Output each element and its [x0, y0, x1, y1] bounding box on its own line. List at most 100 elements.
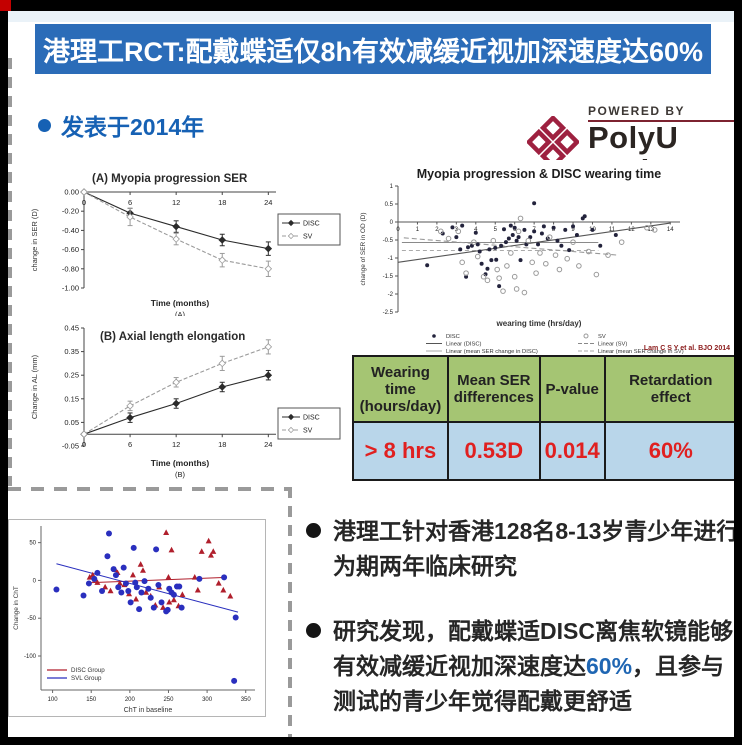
bullet-dot-icon	[306, 523, 321, 538]
bottom-box-dashed-top	[8, 487, 292, 491]
svg-text:-0.40: -0.40	[62, 226, 79, 235]
svg-text:-2.5: -2.5	[383, 310, 394, 316]
chart-wearing-time-scatter: Myopia progression & DISC wearing time ch…	[356, 160, 738, 354]
list-item: 港理工针对香港128名8-13岁青少年进行为期两年临床研究	[306, 514, 740, 584]
svg-text:-1: -1	[388, 256, 394, 262]
svg-text:SV: SV	[598, 334, 606, 340]
svg-text:0: 0	[82, 198, 86, 207]
svg-text:1: 1	[416, 227, 420, 233]
svg-text:100: 100	[48, 697, 59, 703]
svg-text:0.45: 0.45	[64, 324, 79, 333]
svg-text:-100: -100	[24, 654, 37, 660]
chart-cht-scatter: 50 0 -50 -100 100 150 200 250 300 350 Change in Ch…	[8, 519, 266, 717]
svg-text:Time (months): Time (months)	[151, 458, 210, 468]
svg-text:DISC: DISC	[446, 334, 460, 340]
svg-text:250: 250	[163, 697, 174, 703]
bullet-text: 港理工针对香港128名8-13岁青少年进行为期两年临床研究	[333, 518, 740, 579]
bullet-highlight: 60%	[586, 652, 633, 679]
svg-text:5: 5	[494, 227, 498, 233]
svg-text:Time (months): Time (months)	[151, 298, 210, 308]
header-p-value: P-value	[538, 355, 606, 423]
svg-text:wearing time (hrs/day): wearing time (hrs/day)	[496, 319, 582, 328]
svg-text:0.5: 0.5	[385, 202, 394, 208]
published-label: 发表于2014年	[61, 114, 205, 140]
svg-text:0: 0	[33, 578, 37, 584]
svg-text:Linear (SV): Linear (SV)	[598, 342, 627, 348]
svg-text:SVL Group: SVL Group	[71, 675, 102, 682]
svg-text:9: 9	[571, 227, 575, 233]
svg-text:24: 24	[264, 198, 272, 207]
findings-list: 港理工针对香港128名8-13岁青少年进行为期两年临床研究 研究发现，配戴蝶适D…	[306, 514, 740, 745]
svg-text:6: 6	[513, 227, 517, 233]
svg-text:(A) Myopia progression SER: (A) Myopia progression SER	[92, 173, 248, 185]
svg-text:6: 6	[128, 440, 132, 449]
svg-text:300: 300	[202, 697, 213, 703]
svg-text:2: 2	[435, 227, 439, 233]
svg-text:Linear (mean SER change in DIS: Linear (mean SER change in DISC)	[446, 349, 538, 354]
svg-text:350: 350	[241, 697, 252, 703]
svg-text:-1.00: -1.00	[62, 284, 79, 293]
bullet-text: 研究发现，配戴蝶适DISC离焦软镜能够有效减缓近视加深速度达	[333, 617, 733, 679]
svg-text:24: 24	[264, 440, 272, 449]
svg-text:SV: SV	[303, 428, 313, 435]
left-dashed-line	[8, 58, 12, 486]
svg-text:200: 200	[125, 697, 136, 703]
bullet-dot-icon	[306, 622, 321, 638]
svg-text:0: 0	[82, 440, 86, 449]
svg-text:6: 6	[128, 198, 132, 207]
svg-text:-2: -2	[388, 292, 394, 298]
svg-text:4: 4	[474, 227, 478, 233]
svg-text:-0.20: -0.20	[62, 207, 79, 216]
chart-axial-length-elongation: (B) Axial length elongation Change in AL …	[26, 316, 346, 480]
header-retardation: Retardation effect	[603, 355, 739, 423]
svg-text:1: 1	[390, 184, 394, 190]
cell-retardation: 60%	[603, 421, 739, 481]
svg-text:0.15: 0.15	[64, 394, 79, 403]
top-strip	[8, 11, 734, 22]
svg-text:(B) Axial length elongation: (B) Axial length elongation	[100, 331, 245, 343]
svg-text:Linear (DISC): Linear (DISC)	[446, 342, 482, 348]
published-line: 发表于2014年	[38, 108, 204, 142]
svg-text:DISC: DISC	[303, 415, 320, 422]
svg-text:SV: SV	[303, 234, 313, 241]
svg-text:Lam C S Y et al. BJO 2014: Lam C S Y et al. BJO 2014	[644, 345, 730, 352]
svg-text:14: 14	[667, 227, 674, 233]
header-mean-ser: Mean SER differences	[446, 355, 541, 423]
bullet-text: ，且参与测试的青少年觉得配戴更舒适	[333, 652, 725, 714]
svg-text:0.35: 0.35	[64, 347, 79, 356]
page-title: 港理工RCT:配戴蝶适仅8h有效减缓近视加深速度达60%	[42, 36, 704, 67]
svg-text:Myopia progression & DISC wear: Myopia progression & DISC wearing time	[417, 167, 662, 181]
svg-text:-0.80: -0.80	[62, 264, 79, 273]
svg-text:50: 50	[29, 541, 36, 547]
svg-text:12: 12	[628, 227, 635, 233]
svg-text:change of SER in OD (D): change of SER in OD (D)	[360, 213, 367, 286]
red-corner-mark	[0, 0, 11, 11]
svg-text:0: 0	[390, 220, 394, 226]
svg-text:150: 150	[86, 697, 97, 703]
svg-text:-50: -50	[27, 616, 36, 622]
cell-wearing-time: > 8 hrs	[352, 421, 449, 481]
svg-text:13: 13	[647, 227, 654, 233]
svg-text:18: 18	[218, 440, 226, 449]
powered-by-label: POWERED BY	[588, 104, 738, 122]
svg-text:12: 12	[172, 440, 180, 449]
svg-text:8: 8	[552, 227, 556, 233]
svg-text:DISC: DISC	[303, 221, 320, 228]
svg-text:change in SER (D): change in SER (D)	[30, 208, 39, 271]
svg-text:-0.05: -0.05	[62, 442, 79, 451]
cell-mean-ser: 0.53D	[446, 421, 541, 481]
svg-text:ChT in baseline: ChT in baseline	[124, 707, 173, 714]
svg-text:11: 11	[609, 227, 616, 233]
table-header-row: Wearing time (hours/day) Mean SER differ…	[352, 355, 739, 423]
bottom-box-dashed-right	[288, 487, 292, 737]
list-item: 研究发现，配戴蝶适DISC离焦软镜能够有效减缓近视加深速度达60%，且参与测试的…	[306, 614, 740, 719]
svg-text:0.05: 0.05	[64, 418, 79, 427]
svg-text:Linear (mean SER change in SV): Linear (mean SER change in SV)	[598, 349, 684, 354]
svg-text:0.00: 0.00	[64, 188, 79, 197]
svg-text:18: 18	[218, 198, 226, 207]
svg-text:-0.5: -0.5	[383, 238, 394, 244]
chart-myopia-progression-ser: (A) Myopia progression SER change in SER …	[26, 170, 346, 320]
svg-text:(B): (B)	[175, 470, 186, 479]
header-wearing-time: Wearing time (hours/day)	[352, 355, 449, 423]
